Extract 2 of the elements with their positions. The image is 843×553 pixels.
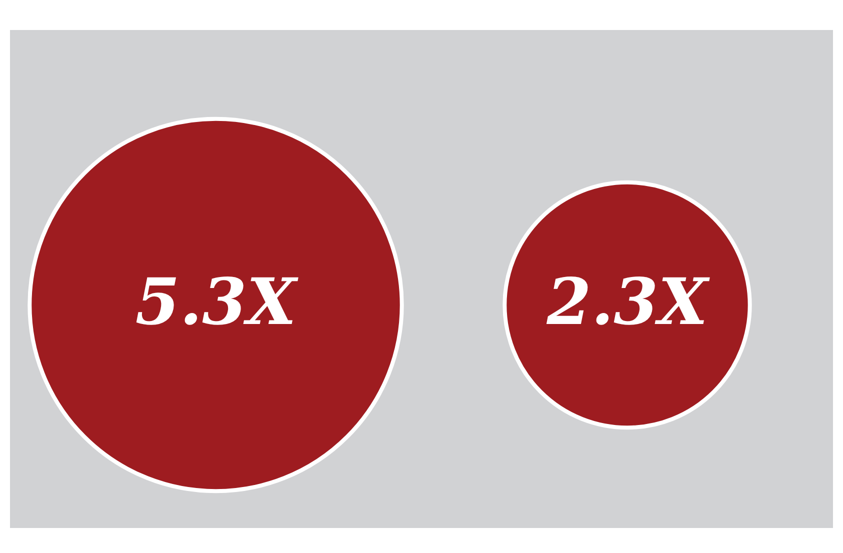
data-label: 5.3X [135,265,299,340]
data-label: 2.3X [546,265,710,340]
